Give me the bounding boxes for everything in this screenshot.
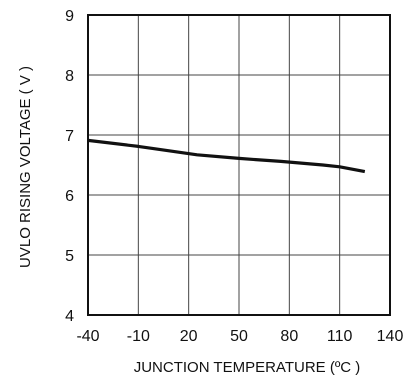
y-tick-label: 9 (65, 8, 74, 25)
y-tick-label: 6 (65, 188, 74, 205)
y-tick-label: 7 (65, 128, 74, 145)
series-layer (87, 138, 366, 174)
y-axis-title: UVLO RISING VOLTAGE ( V ) (17, 66, 34, 268)
x-tick-label: 140 (377, 328, 404, 345)
x-tick-label: -10 (127, 328, 150, 345)
x-tick-label: 80 (280, 328, 298, 345)
x-tick-label: 20 (180, 328, 198, 345)
plot-frame (87, 14, 391, 316)
y-tick-label: 5 (65, 248, 74, 265)
grid (88, 15, 390, 315)
x-tick-label: -40 (76, 328, 99, 345)
x-tick-label: 50 (230, 328, 248, 345)
x-tick-label: 110 (327, 328, 353, 345)
x-tick-labels: -40 -10 20 50 80 110 140 (76, 328, 403, 345)
x-axis-title: JUNCTION TEMPERATURE (ºC ) (134, 359, 361, 376)
y-tick-label: 4 (65, 308, 74, 325)
series-line (87, 138, 366, 174)
y-tick-label: 8 (65, 68, 74, 85)
y-tick-labels: 4 5 6 7 8 9 (65, 8, 74, 325)
